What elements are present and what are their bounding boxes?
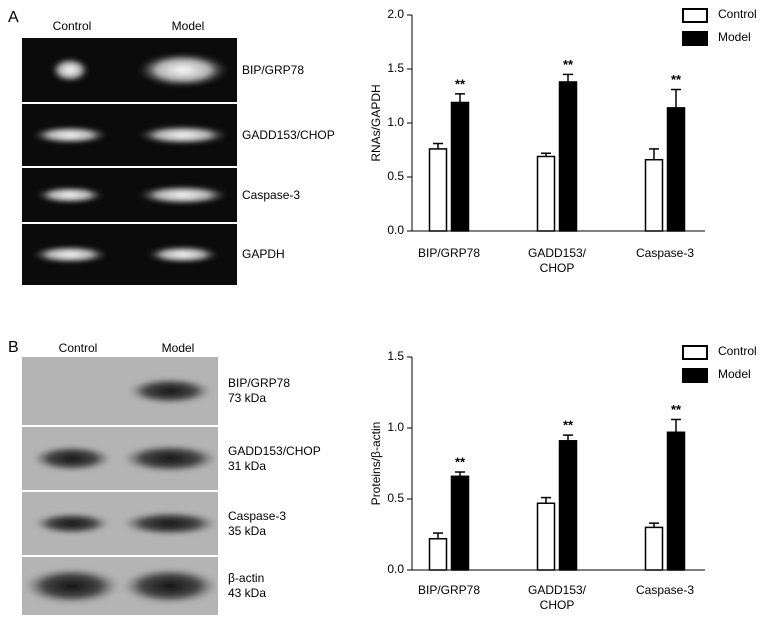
- gel-band: [135, 125, 231, 145]
- gel-band: [30, 245, 110, 264]
- legend-swatch: [682, 345, 708, 360]
- gel-band: [34, 512, 110, 535]
- significance-label: **: [563, 57, 574, 72]
- bar: [558, 440, 578, 571]
- significance-label: **: [455, 454, 466, 469]
- x-tick-label: BIP/GRP78: [417, 246, 481, 260]
- legend-label: Model: [718, 367, 751, 381]
- gel-band-label: Caspase-3 35 kDa: [228, 508, 287, 538]
- bar: [644, 526, 664, 571]
- significance-label: **: [455, 76, 466, 91]
- legend-swatch: [682, 31, 708, 46]
- gel-band: [122, 511, 218, 536]
- gel-band: [145, 245, 221, 264]
- gel-column-label: Control: [59, 341, 98, 355]
- y-tick-label: 2.0: [387, 7, 404, 21]
- gel-band: [24, 568, 120, 604]
- bar: [450, 101, 470, 232]
- x-tick-label: Caspase-3: [635, 246, 695, 260]
- y-tick-label: 1.0: [387, 115, 404, 129]
- y-tick-label: 1.0: [387, 420, 404, 434]
- y-tick-label: 0.0: [387, 562, 404, 576]
- gel-band-label: GAPDH: [242, 247, 285, 261]
- bar: [666, 107, 686, 232]
- gel-band-label: BIP/GRP78: [242, 62, 305, 77]
- x-tick-label: Caspase-3: [635, 583, 695, 597]
- x-tick-label: GADD153/ CHOP: [527, 583, 587, 612]
- gel-band: [30, 125, 110, 145]
- bar: [450, 475, 470, 571]
- y-tick-label: 0.0: [387, 223, 404, 237]
- gel-band: [34, 186, 106, 204]
- gel-column-label: Control: [53, 19, 92, 33]
- y-tick-label: 1.5: [387, 349, 404, 363]
- bar: [558, 81, 578, 232]
- bar: [536, 502, 556, 571]
- gel-band-label: GADD153/CHOP 31 kDa: [228, 443, 321, 473]
- gel-band-label: Caspase-3: [242, 187, 301, 202]
- gel-band: [135, 185, 231, 205]
- gel-band: [122, 568, 218, 604]
- panel-letter: B: [8, 339, 19, 356]
- significance-label: **: [671, 72, 682, 87]
- y-tick-label: 0.5: [387, 169, 404, 183]
- legend-swatch: [682, 368, 708, 383]
- gel-column-label: Model: [162, 341, 195, 355]
- bar: [536, 155, 556, 232]
- legend-label: Model: [718, 30, 751, 44]
- gel-band-label: BIP/GRP78 73 kDa: [228, 376, 291, 405]
- gel-band-label: GADD153/CHOP: [242, 127, 335, 142]
- legend-label: Control: [718, 7, 757, 21]
- panel-letter: A: [8, 9, 19, 26]
- gel-band: [128, 377, 212, 405]
- bar: [428, 538, 448, 571]
- gel-band-label: β-actin 43 kDa: [228, 571, 267, 600]
- x-tick-label: BIP/GRP78: [417, 583, 481, 597]
- bar: [666, 431, 686, 571]
- y-tick-label: 0.5: [387, 491, 404, 505]
- significance-label: **: [671, 402, 682, 417]
- legend-label: Control: [718, 344, 757, 358]
- gel-band: [135, 52, 231, 88]
- gel-band: [32, 445, 112, 472]
- y-tick-label: 1.5: [387, 61, 404, 75]
- y-axis-label: RNAs/GAPDH: [369, 84, 383, 161]
- significance-label: **: [563, 418, 574, 433]
- legend-swatch: [682, 8, 708, 23]
- x-tick-label: GADD153/ CHOP: [527, 246, 587, 275]
- gel-band: [122, 444, 218, 473]
- gel-band: [50, 57, 90, 83]
- bar: [644, 158, 664, 232]
- y-axis-label: Proteins/β-actin: [369, 422, 383, 506]
- bar: [428, 148, 448, 232]
- gel-column-label: Model: [172, 19, 205, 33]
